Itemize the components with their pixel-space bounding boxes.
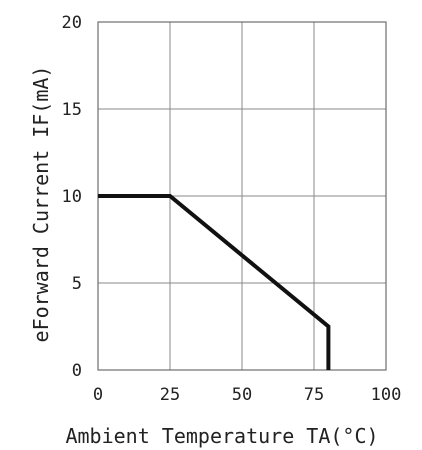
x-tick-label: 0 xyxy=(93,385,103,405)
x-tick-label: 25 xyxy=(160,385,180,405)
series-line-0 xyxy=(98,194,331,370)
y-tick-label: 15 xyxy=(62,100,82,120)
y-tick-label: 10 xyxy=(62,187,82,207)
y-tick-labels: 0 5 10 15 20 xyxy=(62,13,82,381)
x-axis-label: Ambient Temperature TA(°C) xyxy=(65,424,378,448)
x-tick-label: 50 xyxy=(232,385,252,405)
x-tick-label: 75 xyxy=(304,385,324,405)
y-axis-label: eForward Current IF(mA) xyxy=(29,66,53,343)
series-group xyxy=(98,194,331,370)
x-tick-labels: 0 25 50 75 100 xyxy=(93,385,401,405)
y-tick-label: 5 xyxy=(72,274,82,294)
y-tick-label: 20 xyxy=(62,13,82,33)
x-tick-label: 100 xyxy=(371,385,402,405)
y-tick-label: 0 xyxy=(72,361,82,381)
